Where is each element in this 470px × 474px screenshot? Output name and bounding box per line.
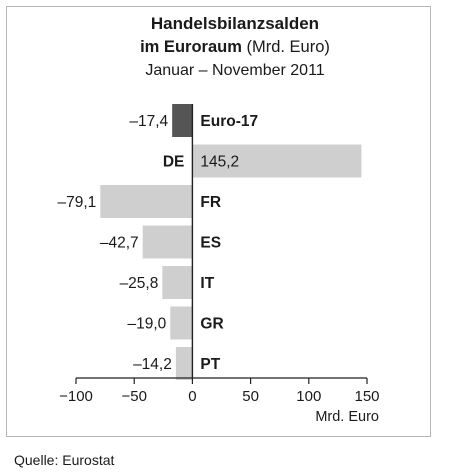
- category-label: ES: [200, 235, 221, 252]
- value-label: –14,2: [133, 356, 172, 373]
- x-tick-label: 0: [188, 388, 196, 405]
- bar: [192, 144, 362, 178]
- chart-frame: [6, 6, 431, 437]
- chart-title: Handelsbilanzsalden: [150, 14, 320, 33]
- value-label: –25,8: [120, 275, 159, 292]
- x-tick-label: 50: [242, 388, 259, 405]
- category-label: Euro-17: [200, 113, 258, 130]
- value-label: –79,1: [58, 194, 97, 211]
- category-label: DE: [163, 154, 185, 171]
- x-tick-label: −50: [121, 388, 146, 405]
- category-label: FR: [200, 194, 221, 211]
- x-tick-label: 150: [354, 388, 379, 405]
- chart-title-unit: (Mrd. Euro): [246, 38, 330, 56]
- x-axis-label: Mrd. Euro: [315, 409, 379, 425]
- value-label: –17,4: [129, 113, 168, 130]
- bar: [100, 185, 193, 218]
- x-tick-label: −100: [59, 388, 93, 405]
- bar: [142, 225, 193, 259]
- bar: [172, 104, 193, 137]
- category-label: IT: [200, 275, 214, 292]
- chart-subtitle: Januar – November 2011: [145, 62, 325, 79]
- category-label: GR: [200, 316, 223, 333]
- bar: [170, 306, 193, 340]
- category-label: PT: [200, 356, 220, 373]
- chart-title-line2: im Euroraum (Mrd. Euro): [0, 38, 470, 57]
- bar: [162, 266, 193, 299]
- source-note: Quelle: Eurostat: [14, 452, 115, 468]
- chart-title-region: im Euroraum: [140, 38, 242, 56]
- x-tick-label: 100: [296, 388, 321, 405]
- value-label: 145,2: [200, 154, 239, 171]
- value-label: –19,0: [127, 316, 166, 333]
- bar: [175, 347, 193, 380]
- value-label: –42,7: [100, 235, 139, 252]
